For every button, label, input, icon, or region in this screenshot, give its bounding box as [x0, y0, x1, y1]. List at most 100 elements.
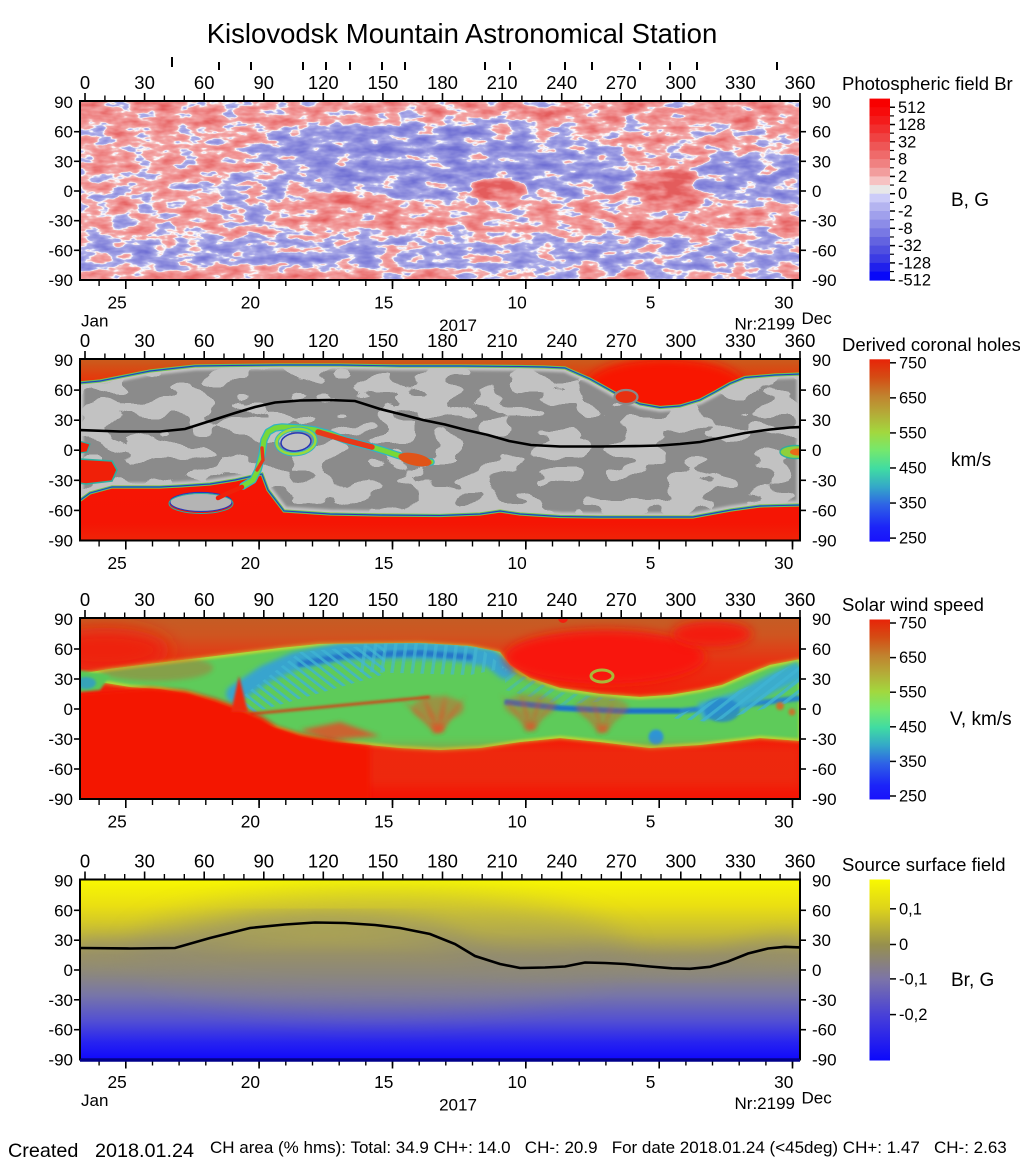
svg-text:210: 210	[487, 72, 518, 93]
svg-text:Derived coronal holes: Derived coronal holes	[842, 334, 1020, 355]
svg-text:60: 60	[54, 381, 73, 400]
svg-text:20: 20	[241, 812, 260, 832]
svg-text:30: 30	[774, 812, 793, 832]
svg-text:0: 0	[812, 441, 821, 460]
svg-text:60: 60	[54, 901, 73, 920]
svg-text:240: 240	[546, 330, 577, 351]
svg-text:350: 350	[899, 495, 927, 513]
svg-text:210: 210	[487, 330, 518, 351]
svg-text:25: 25	[107, 1072, 126, 1092]
svg-text:-60: -60	[812, 501, 837, 520]
svg-text:-30: -30	[812, 212, 837, 231]
svg-text:30: 30	[812, 931, 831, 950]
svg-text:V, km/s: V, km/s	[950, 709, 1012, 730]
svg-text:0: 0	[64, 700, 73, 719]
svg-text:-30: -30	[48, 730, 73, 749]
svg-text:0: 0	[80, 589, 90, 610]
svg-text:150: 150	[367, 72, 398, 93]
svg-text:60: 60	[194, 330, 215, 351]
svg-text:60: 60	[812, 640, 831, 659]
svg-text:450: 450	[899, 459, 927, 477]
svg-text:0: 0	[812, 961, 821, 980]
svg-text:30: 30	[812, 152, 831, 171]
svg-text:-90: -90	[48, 1051, 73, 1070]
svg-text:270: 270	[606, 589, 637, 610]
svg-text:30: 30	[54, 931, 73, 950]
svg-text:Source surface field: Source surface field	[842, 854, 1006, 875]
svg-text:60: 60	[812, 901, 831, 920]
svg-text:750: 750	[899, 615, 927, 633]
svg-text:Jan: Jan	[81, 312, 108, 331]
svg-text:15: 15	[374, 812, 393, 832]
svg-text:-60: -60	[812, 241, 837, 260]
svg-text:30: 30	[774, 1072, 793, 1092]
svg-text:60: 60	[54, 123, 73, 142]
svg-text:-30: -30	[812, 730, 837, 749]
svg-text:15: 15	[374, 553, 393, 573]
svg-text:Solar wind speed: Solar wind speed	[842, 594, 984, 615]
svg-text:128: 128	[898, 116, 926, 134]
svg-text:0: 0	[64, 182, 73, 201]
svg-text:2: 2	[898, 168, 907, 186]
svg-text:15: 15	[374, 293, 393, 313]
svg-text:30: 30	[134, 589, 155, 610]
svg-text:2017: 2017	[439, 316, 477, 335]
svg-text:-90: -90	[48, 532, 73, 551]
svg-text:Created: Created	[8, 1140, 78, 1162]
svg-text:30: 30	[54, 411, 73, 430]
svg-text:60: 60	[812, 123, 831, 142]
svg-text:240: 240	[546, 72, 577, 93]
svg-text:-32: -32	[898, 237, 922, 255]
svg-text:90: 90	[54, 351, 73, 370]
svg-text:330: 330	[725, 589, 756, 610]
svg-text:210: 210	[487, 851, 518, 872]
svg-text:90: 90	[812, 610, 831, 629]
svg-text:-60: -60	[48, 760, 73, 779]
svg-text:30: 30	[134, 330, 155, 351]
svg-text:2017: 2017	[439, 1096, 477, 1115]
svg-text:750: 750	[899, 354, 927, 372]
svg-text:10: 10	[507, 293, 526, 313]
svg-text:-0,1: -0,1	[899, 970, 927, 988]
svg-text:330: 330	[725, 330, 756, 351]
svg-text:360: 360	[785, 851, 816, 872]
svg-text:250: 250	[899, 530, 927, 548]
svg-text:20: 20	[241, 553, 260, 573]
svg-text:Dec: Dec	[802, 1089, 833, 1108]
svg-text:2018.01.24: 2018.01.24	[95, 1140, 194, 1162]
svg-text:180: 180	[427, 330, 458, 351]
svg-text:5: 5	[646, 1072, 656, 1092]
svg-text:-512: -512	[898, 272, 931, 290]
svg-text:km/s: km/s	[951, 450, 991, 471]
svg-text:30: 30	[812, 411, 831, 430]
svg-text:10: 10	[507, 553, 526, 573]
svg-text:0: 0	[898, 185, 907, 203]
svg-text:30: 30	[774, 293, 793, 313]
svg-text:210: 210	[487, 589, 518, 610]
svg-text:5: 5	[646, 293, 656, 313]
svg-text:360: 360	[785, 330, 816, 351]
svg-text:150: 150	[367, 851, 398, 872]
svg-text:90: 90	[254, 589, 275, 610]
svg-text:90: 90	[254, 330, 275, 351]
svg-text:5: 5	[646, 553, 656, 573]
svg-text:32: 32	[898, 133, 916, 151]
svg-text:CH area (% hms): Total: 34.9 C: CH area (% hms): Total: 34.9 CH+: 14.0 C…	[210, 1138, 1007, 1157]
svg-text:650: 650	[899, 649, 927, 667]
svg-text:360: 360	[785, 589, 816, 610]
svg-text:-0,2: -0,2	[899, 1006, 927, 1024]
svg-text:10: 10	[507, 812, 526, 832]
svg-text:270: 270	[606, 72, 637, 93]
svg-text:Nr:2199: Nr:2199	[735, 315, 795, 334]
svg-text:120: 120	[308, 589, 339, 610]
svg-text:90: 90	[812, 351, 831, 370]
svg-text:-90: -90	[48, 271, 73, 290]
svg-text:5: 5	[646, 812, 656, 832]
svg-text:512: 512	[898, 99, 926, 117]
svg-text:30: 30	[54, 152, 73, 171]
svg-text:60: 60	[194, 72, 215, 93]
svg-text:550: 550	[899, 424, 927, 442]
svg-text:-30: -30	[48, 212, 73, 231]
svg-text:240: 240	[546, 851, 577, 872]
svg-text:-90: -90	[812, 271, 837, 290]
